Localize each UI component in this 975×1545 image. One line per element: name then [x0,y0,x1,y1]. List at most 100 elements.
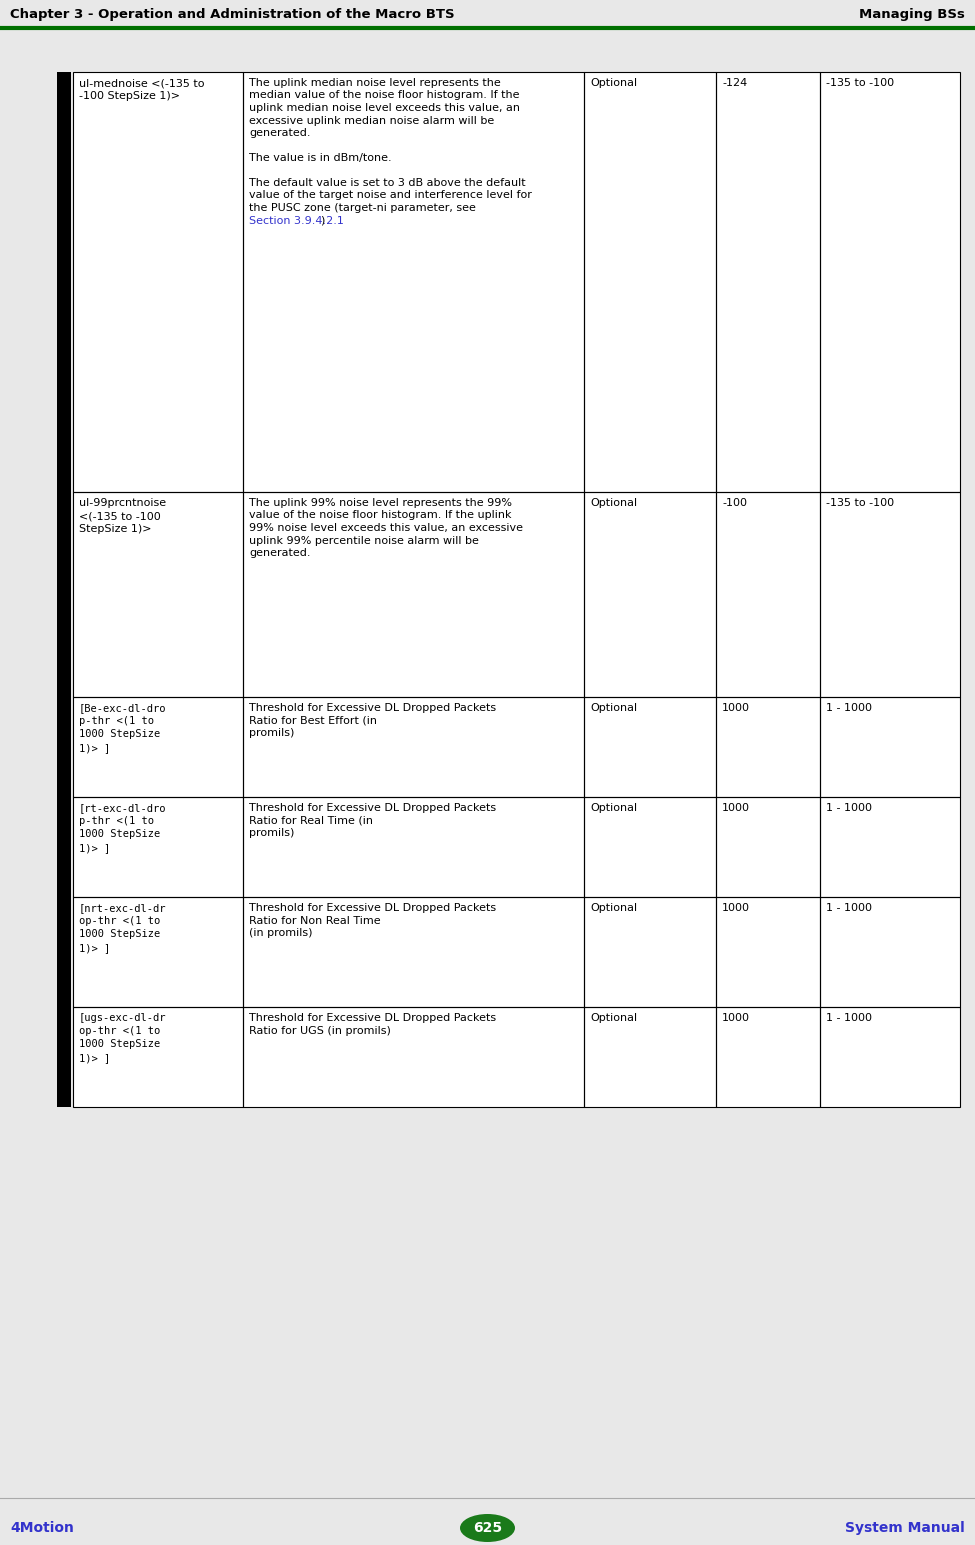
Bar [73,898,244,1007]
Bar [244,1007,584,1108]
Text: Optional: Optional [590,77,638,88]
Text: the PUSC zone (target-ni parameter, see: the PUSC zone (target-ni parameter, see [250,202,476,213]
Text: 1000: 1000 [722,703,750,712]
Text: 1000: 1000 [722,1014,750,1023]
Text: Ratio for Non Real Time: Ratio for Non Real Time [250,916,381,925]
Bar [584,797,716,898]
Text: -124: -124 [722,77,747,88]
Text: generated.: generated. [250,548,311,558]
Text: value of the noise floor histogram. If the uplink: value of the noise floor histogram. If t… [250,510,512,521]
Text: 4Motion: 4Motion [10,1520,74,1536]
Text: -100: -100 [722,497,747,508]
Text: Chapter 3 - Operation and Administration of the Macro BTS: Chapter 3 - Operation and Administration… [10,8,454,22]
Bar [716,73,820,491]
Text: [rt-exc-dl-dro
p-thr <(1 to
1000 StepSize
1)> ]: [rt-exc-dl-dro p-thr <(1 to 1000 StepSiz… [79,803,167,853]
Bar [244,898,584,1007]
Text: The default value is set to 3 dB above the default: The default value is set to 3 dB above t… [250,178,526,188]
Text: generated.: generated. [250,128,311,138]
Text: Managing BSs: Managing BSs [859,8,965,22]
Bar [584,898,716,1007]
Text: 625: 625 [473,1520,502,1536]
Text: Ratio for UGS (in promils): Ratio for UGS (in promils) [250,1026,391,1035]
Bar [716,898,820,1007]
Text: Threshold for Excessive DL Dropped Packets: Threshold for Excessive DL Dropped Packe… [250,803,496,813]
Bar [820,491,960,697]
Bar [244,73,584,491]
Text: (in promils): (in promils) [250,929,313,938]
Bar [716,491,820,697]
Text: median value of the noise floor histogram. If the: median value of the noise floor histogra… [250,91,520,100]
Bar [73,1007,244,1108]
Bar [716,797,820,898]
Text: Section 3.9.4.2.1: Section 3.9.4.2.1 [250,215,344,226]
Bar [244,697,584,797]
Bar [73,697,244,797]
Bar [584,1007,716,1108]
Bar [584,491,716,697]
Text: 1 - 1000: 1 - 1000 [827,902,873,913]
Bar [73,1007,244,1108]
Bar [57,73,71,1108]
Text: -135 to -100: -135 to -100 [827,497,894,508]
Bar [820,797,960,898]
Text: 1000: 1000 [722,902,750,913]
Text: Optional: Optional [590,1014,638,1023]
Bar [244,73,584,491]
Bar [584,491,716,697]
Bar [584,697,716,797]
Bar [73,797,244,898]
Bar [820,1007,960,1108]
Text: ): ) [320,215,325,226]
Bar [244,491,584,697]
Bar [820,697,960,797]
Text: 1 - 1000: 1 - 1000 [827,703,873,712]
Bar [244,797,584,898]
Text: ul-99prcntnoise
<(-135 to -100
StepSize 1)>: ul-99prcntnoise <(-135 to -100 StepSize … [79,497,166,535]
Bar [716,697,820,797]
Text: The value is in dBm/tone.: The value is in dBm/tone. [250,153,392,164]
Text: -135 to -100: -135 to -100 [827,77,894,88]
Text: [nrt-exc-dl-dr
op-thr <(1 to
1000 StepSize
1)> ]: [nrt-exc-dl-dr op-thr <(1 to 1000 StepSi… [79,902,167,953]
Text: The uplink 99% noise level represents the 99%: The uplink 99% noise level represents th… [250,497,513,508]
Bar [584,73,716,491]
Text: Optional: Optional [590,497,638,508]
Text: Ratio for Real Time (in: Ratio for Real Time (in [250,816,373,825]
Bar [584,797,716,898]
Bar [584,73,716,491]
Text: uplink median noise level exceeds this value, an: uplink median noise level exceeds this v… [250,104,521,113]
Bar [820,898,960,1007]
Bar [73,797,244,898]
Bar [244,1007,584,1108]
Text: promils): promils) [250,828,294,837]
Text: Ratio for Best Effort (in: Ratio for Best Effort (in [250,715,377,726]
Bar [73,697,244,797]
Bar [820,1007,960,1108]
Bar [716,697,820,797]
Bar [73,491,244,697]
Bar [716,797,820,898]
Bar [716,491,820,697]
Text: 1000: 1000 [722,803,750,813]
Text: Threshold for Excessive DL Dropped Packets: Threshold for Excessive DL Dropped Packe… [250,902,496,913]
Bar [820,898,960,1007]
Bar [820,797,960,898]
Bar [584,697,716,797]
Bar [244,491,584,697]
Text: 1 - 1000: 1 - 1000 [827,1014,873,1023]
Bar [716,73,820,491]
Bar [584,898,716,1007]
Bar [73,73,244,491]
Bar [73,898,244,1007]
Text: Threshold for Excessive DL Dropped Packets: Threshold for Excessive DL Dropped Packe… [250,703,496,712]
Text: value of the target noise and interference level for: value of the target noise and interferen… [250,190,532,201]
Bar [244,797,584,898]
Bar [716,898,820,1007]
Bar [244,697,584,797]
Ellipse shape [460,1514,515,1542]
Text: [ugs-exc-dl-dr
op-thr <(1 to
1000 StepSize
1)> ]: [ugs-exc-dl-dr op-thr <(1 to 1000 StepSi… [79,1014,167,1063]
Bar [73,73,244,491]
Text: uplink 99% percentile noise alarm will be: uplink 99% percentile noise alarm will b… [250,536,480,545]
Bar [716,1007,820,1108]
Bar [244,898,584,1007]
Bar [716,1007,820,1108]
